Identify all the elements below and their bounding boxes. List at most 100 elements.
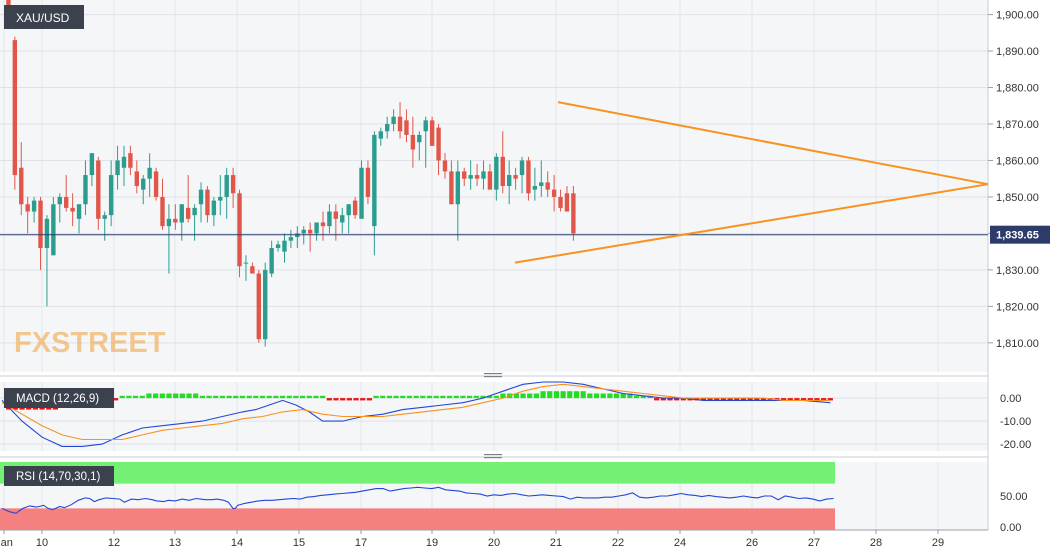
candle-body [128, 153, 133, 168]
macd-histogram-bar [259, 395, 266, 399]
macd-histogram-bar [667, 398, 673, 401]
macd-histogram-bar [487, 395, 493, 399]
current-price-label: 1,839.65 [996, 230, 1039, 242]
macd-histogram-bar [393, 395, 399, 399]
candle-body [51, 204, 56, 256]
candle-49 [314, 222, 319, 241]
candle-35 [224, 167, 229, 219]
candle-body [333, 211, 339, 219]
candle-83 [532, 167, 538, 201]
candle-69 [442, 153, 448, 179]
macd-histogram-bar [413, 395, 419, 399]
candle-22 [141, 175, 146, 205]
macd-histogram-bar [233, 395, 239, 399]
macd-histogram-bar [620, 393, 626, 399]
price-tick-label: 1,810.00 [996, 338, 1039, 350]
macd-histogram-bar [674, 398, 680, 401]
candle-body [513, 175, 518, 179]
macd-histogram-bar [166, 393, 172, 399]
macd-histogram-bar [547, 391, 553, 399]
candle-62 [397, 102, 403, 139]
macd-panel: 0.00 -10.00 -20.00 MACD (12,26,9) [0, 381, 1031, 451]
candle-39 [250, 262, 255, 274]
candle-46 [295, 226, 300, 248]
macd-histogram-bar [199, 395, 205, 399]
macd-histogram-bar [219, 395, 226, 399]
candle-body [218, 196, 223, 201]
macd-histogram-bar [760, 398, 767, 401]
candle-body [500, 156, 505, 186]
candle-body [64, 196, 69, 208]
candle-body [385, 124, 390, 132]
macd-histogram-bar [119, 395, 125, 399]
candle-body [269, 248, 274, 274]
x-tick-label: 29 [932, 537, 944, 549]
candle-body [372, 134, 377, 227]
candle-body [352, 200, 358, 216]
macd-histogram-bar [540, 391, 546, 399]
macd-histogram-bar [527, 393, 533, 399]
candle-19 [121, 145, 127, 186]
macd-histogram-bar [513, 393, 519, 399]
candle-body [462, 171, 467, 179]
candle-body [38, 200, 43, 248]
x-tick-label: 15 [293, 537, 305, 549]
macd-histogram-bar [300, 395, 306, 399]
candle-68 [436, 124, 441, 176]
macd-histogram-bar [386, 395, 393, 399]
macd-histogram-bar [600, 393, 606, 399]
candle-body [340, 215, 345, 223]
candle-8 [51, 196, 56, 256]
x-tick-label: 20 [488, 537, 500, 549]
candle-body [558, 196, 563, 208]
price-tick-label: 1,890.00 [996, 46, 1039, 58]
price-tick-label: 1,870.00 [996, 119, 1039, 131]
candle-71 [455, 160, 461, 241]
macd-histogram-bar [627, 393, 633, 399]
macd-histogram-bar [707, 398, 713, 401]
macd-histogram-bar [780, 398, 787, 401]
candle-45 [288, 229, 294, 248]
x-tick-label: 22 [612, 537, 624, 549]
current-price-tag [990, 225, 1050, 244]
price-tick-label: 1,900.00 [996, 10, 1039, 22]
candle-4 [25, 196, 30, 234]
macd-histogram-bar [587, 393, 593, 399]
candle-body [76, 204, 82, 219]
candle-body [83, 175, 88, 205]
candle-body [89, 153, 95, 176]
candle-body [173, 218, 178, 223]
trendline-lower [514, 183, 989, 264]
macd-histogram-bar [112, 398, 119, 401]
macd-histogram-bar [433, 395, 439, 399]
candle-body [198, 189, 204, 205]
macd-histogram-bar [133, 395, 139, 399]
x-tick-label: 28 [870, 537, 882, 549]
candle-body [481, 171, 486, 179]
candle-body [70, 207, 75, 212]
candle-82 [526, 156, 531, 201]
candle-5 [31, 196, 37, 223]
macd-histogram-bar [593, 393, 600, 399]
candle-81 [519, 156, 525, 194]
macd-histogram-bar [453, 395, 459, 399]
candle-body [455, 171, 461, 205]
macd-histogram-bar [440, 395, 446, 399]
candle-body [545, 182, 550, 190]
macd-histogram-bar [560, 391, 566, 399]
macd-tick-label: -10.00 [1000, 416, 1031, 428]
macd-tick-label: 0.00 [1000, 393, 1021, 405]
macd-histogram-bar [306, 395, 312, 399]
candle-72 [462, 167, 467, 186]
rsi-title: RSI (14,70,30,1) [16, 471, 101, 483]
macd-histogram-bar [326, 398, 332, 401]
macd-histogram-bar [400, 395, 406, 399]
candle-47 [301, 226, 306, 245]
candle-54 [346, 204, 351, 234]
candle-body [160, 196, 165, 227]
candle-40 [256, 269, 261, 343]
macd-histogram-bar [366, 398, 372, 401]
candle-10 [64, 175, 69, 212]
candle-59 [378, 127, 383, 146]
candle-body [275, 244, 281, 248]
